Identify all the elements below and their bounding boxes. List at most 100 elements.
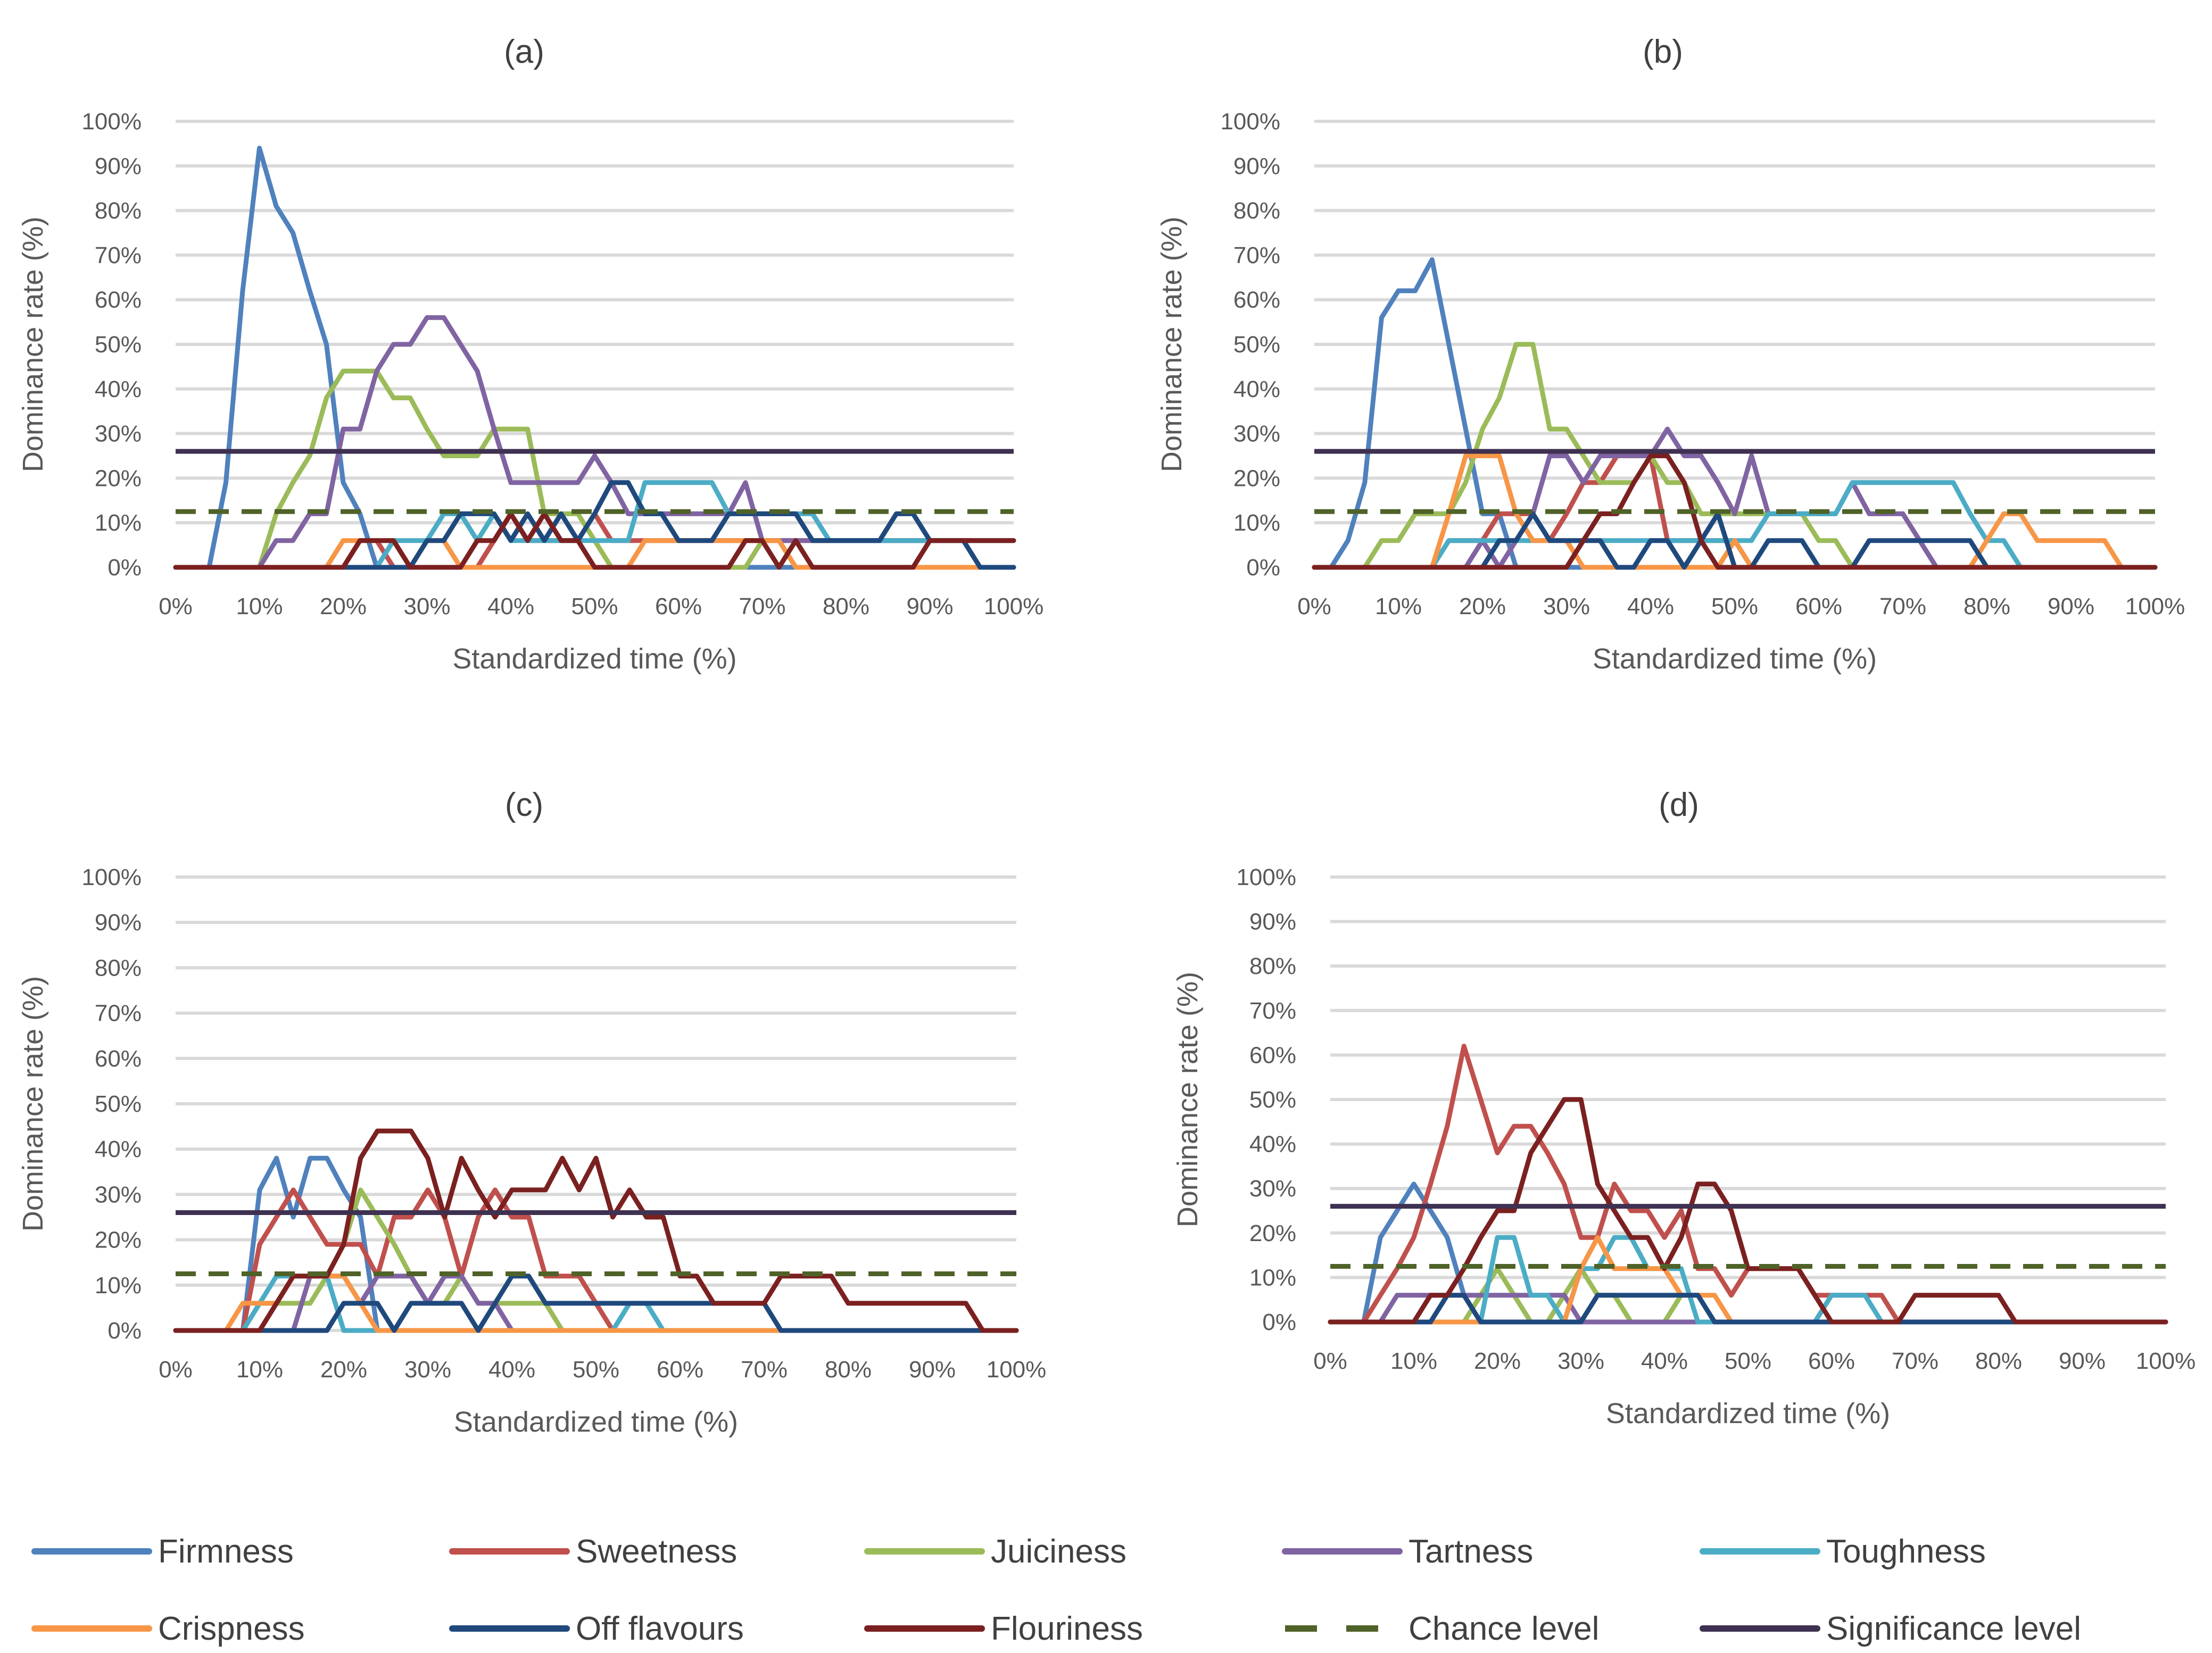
y-tick-label-c-2: 20% [95, 1227, 142, 1253]
x-tick-label-d-1: 10% [1390, 1348, 1437, 1374]
legend-label-significance-level: Significance level [1826, 1610, 2081, 1647]
y-tick-label-c-4: 40% [95, 1136, 142, 1162]
legend-item-toughness: Toughness [1700, 1533, 1986, 1570]
y-tick-label-a-3: 30% [95, 421, 142, 447]
y-tick-label-c-5: 50% [95, 1091, 142, 1117]
series-tartness-d [1328, 1293, 2168, 1325]
y-tick-label-b-9: 90% [1233, 153, 1280, 179]
y-tick-label-c-8: 80% [95, 955, 142, 981]
y-tick-label-a-4: 40% [95, 376, 142, 402]
series-off-flavours-c [173, 1274, 1019, 1333]
legend-item-off-flavours: Off flavours [449, 1610, 744, 1647]
x-axis-title-a: Standardized time (%) [452, 643, 736, 675]
y-tick-label-b-1: 10% [1233, 510, 1280, 536]
x-tick-label-d-10: 100% [2136, 1348, 2196, 1374]
y-tick-label-b-5: 50% [1233, 332, 1280, 358]
x-tick-label-a-2: 20% [320, 593, 367, 619]
y-axis-title-b: Dominance rate (%) [1156, 217, 1188, 472]
legend-label-flouriness: Flouriness [991, 1610, 1143, 1647]
x-axis-title-b: Standardized time (%) [1593, 643, 1877, 675]
y-tick-label-a-2: 20% [95, 465, 142, 491]
x-tick-label-b-1: 10% [1375, 593, 1422, 619]
legend-item-firmness: Firmness [31, 1533, 294, 1570]
x-tick-label-b-9: 90% [2048, 593, 2094, 619]
x-axis-title-c: Standardized time (%) [454, 1406, 738, 1438]
y-tick-label-b-6: 60% [1233, 287, 1280, 313]
y-tick-label-a-5: 50% [95, 332, 142, 358]
x-tick-label-c-5: 50% [573, 1357, 619, 1383]
y-tick-label-a-7: 70% [95, 242, 142, 268]
legend-item-significance-level: Significance level [1700, 1610, 2081, 1647]
x-tick-label-d-9: 90% [2059, 1348, 2106, 1374]
x-tick-label-c-6: 60% [657, 1357, 703, 1383]
y-tick-label-c-9: 90% [95, 910, 142, 936]
x-tick-label-b-3: 30% [1543, 593, 1590, 619]
x-tick-label-a-5: 50% [571, 593, 618, 619]
y-axis-title-a: Dominance rate (%) [17, 217, 49, 472]
chart-panel-d: (d) 0% 10% 20% 30% 40% 50% 60% 70% 80% 90% 100% 0% 10… [1172, 787, 2196, 1429]
y-tick-label-b-10: 100% [1220, 109, 1280, 135]
x-tick-label-a-0: 0% [159, 593, 193, 619]
x-tick-label-d-7: 70% [1892, 1348, 1938, 1374]
y-tick-label-a-9: 90% [95, 153, 142, 179]
y-tick-label-d-6: 60% [1249, 1042, 1296, 1068]
legend: Firmness Sweetness Juiciness Tartness Toughn… [31, 1533, 2081, 1647]
x-tick-label-a-1: 10% [236, 593, 283, 619]
legend-label-juiciness: Juiciness [991, 1533, 1126, 1570]
legend-label-firmness: Firmness [158, 1533, 294, 1570]
x-tick-label-b-4: 40% [1627, 593, 1674, 619]
x-tick-label-a-4: 40% [487, 593, 534, 619]
y-tick-label-d-9: 90% [1249, 909, 1296, 935]
x-tick-label-c-2: 20% [320, 1357, 367, 1383]
x-tick-label-c-1: 10% [236, 1357, 283, 1383]
y-tick-label-a-8: 80% [95, 198, 142, 224]
x-tick-label-c-3: 30% [404, 1357, 451, 1383]
legend-label-crispness: Crispness [158, 1610, 305, 1647]
panel-title-c: (c) [505, 787, 543, 823]
x-tick-label-d-6: 60% [1808, 1348, 1855, 1374]
y-tick-label-c-7: 70% [95, 1001, 142, 1027]
y-tick-label-b-3: 30% [1233, 421, 1280, 447]
y-tick-label-c-1: 10% [95, 1272, 142, 1299]
x-tick-label-c-8: 80% [825, 1357, 872, 1383]
x-tick-label-a-7: 70% [739, 593, 785, 619]
y-tick-label-d-7: 70% [1249, 998, 1296, 1024]
legend-item-crispness: Crispness [31, 1610, 305, 1647]
x-tick-label-c-0: 0% [159, 1357, 193, 1383]
x-tick-label-c-9: 90% [909, 1357, 956, 1383]
chart-panel-c: (c) 0% 10% 20% 30% 40% 50% 60% 70% 80% 90% 100% 0% 10… [17, 787, 1046, 1438]
y-tick-label-c-3: 30% [95, 1181, 142, 1208]
legend-item-tartness: Tartness [1282, 1533, 1533, 1570]
legend-item-juiciness: Juiciness [864, 1533, 1126, 1570]
y-tick-label-d-4: 40% [1249, 1131, 1296, 1158]
y-tick-label-d-2: 20% [1249, 1220, 1296, 1246]
y-tick-label-d-10: 100% [1236, 864, 1296, 890]
x-tick-label-c-4: 40% [488, 1357, 535, 1383]
y-tick-label-c-10: 100% [81, 864, 142, 890]
x-tick-label-a-3: 30% [403, 593, 450, 619]
x-tick-label-a-10: 100% [984, 593, 1044, 619]
y-tick-label-a-6: 60% [95, 287, 142, 313]
y-axis-title-d: Dominance rate (%) [1172, 972, 1204, 1227]
y-tick-label-d-1: 10% [1249, 1264, 1296, 1291]
y-tick-label-a-0: 0% [107, 555, 142, 581]
y-tick-label-a-1: 10% [95, 510, 142, 536]
series-juiciness-a [173, 368, 1016, 570]
series-flouriness-d [1328, 1097, 2168, 1325]
y-tick-label-c-6: 60% [95, 1046, 142, 1072]
legend-label-off-flavours: Off flavours [576, 1610, 744, 1647]
x-tick-label-a-6: 60% [655, 593, 702, 619]
legend-item-sweetness: Sweetness [449, 1533, 737, 1570]
series-off-flavours-d [1328, 1293, 2168, 1325]
x-tick-label-d-2: 20% [1474, 1348, 1521, 1374]
x-tick-label-a-9: 90% [906, 593, 953, 619]
y-axis-title-c: Dominance rate (%) [17, 976, 49, 1232]
legend-label-sweetness: Sweetness [576, 1533, 737, 1570]
legend-item-chance-level: Chance level [1285, 1610, 1599, 1647]
series-flouriness-b [1312, 453, 2158, 570]
panel-title-d: (d) [1659, 787, 1699, 823]
y-tick-label-d-8: 80% [1249, 953, 1296, 979]
y-tick-label-b-0: 0% [1246, 555, 1280, 581]
x-tick-label-c-10: 100% [987, 1357, 1047, 1383]
chart-panel-b: (b) 0% 10% 20% 30% 40% 50% 60% 70% 80% 90% 100% 0% 10… [1156, 34, 2185, 675]
